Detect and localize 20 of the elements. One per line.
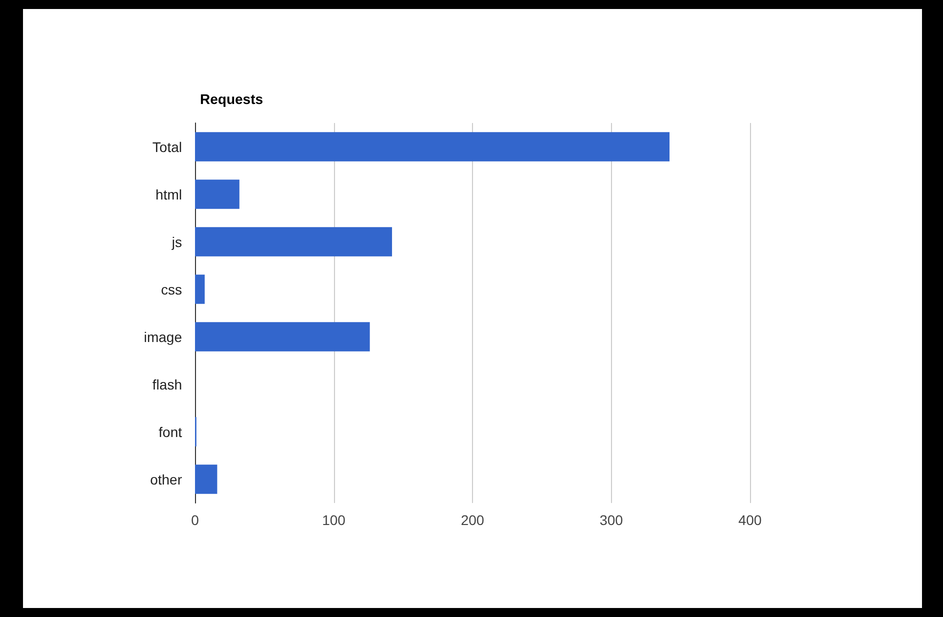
y-tick-label: image (144, 328, 182, 345)
bar (195, 132, 670, 162)
x-tick-label: 200 (460, 512, 484, 528)
bar (195, 464, 218, 494)
bar (195, 274, 205, 304)
x-tick-label: 0 (191, 512, 200, 528)
y-tick-label: flash (152, 376, 182, 392)
y-tick-label: Total (152, 138, 182, 155)
x-tick-label: 400 (738, 512, 762, 528)
bar (195, 180, 240, 209)
y-tick-label: font (158, 424, 182, 440)
y-tick-label: html (156, 186, 182, 202)
chart-title: Requests (200, 91, 264, 107)
y-tick-label: other (150, 471, 182, 488)
x-tick-label: 100 (322, 512, 346, 528)
x-tick-label: 300 (600, 512, 624, 528)
y-tick-label: css (161, 281, 182, 298)
bar (195, 227, 392, 256)
bar (195, 322, 370, 352)
y-tick-label: js (170, 234, 182, 250)
